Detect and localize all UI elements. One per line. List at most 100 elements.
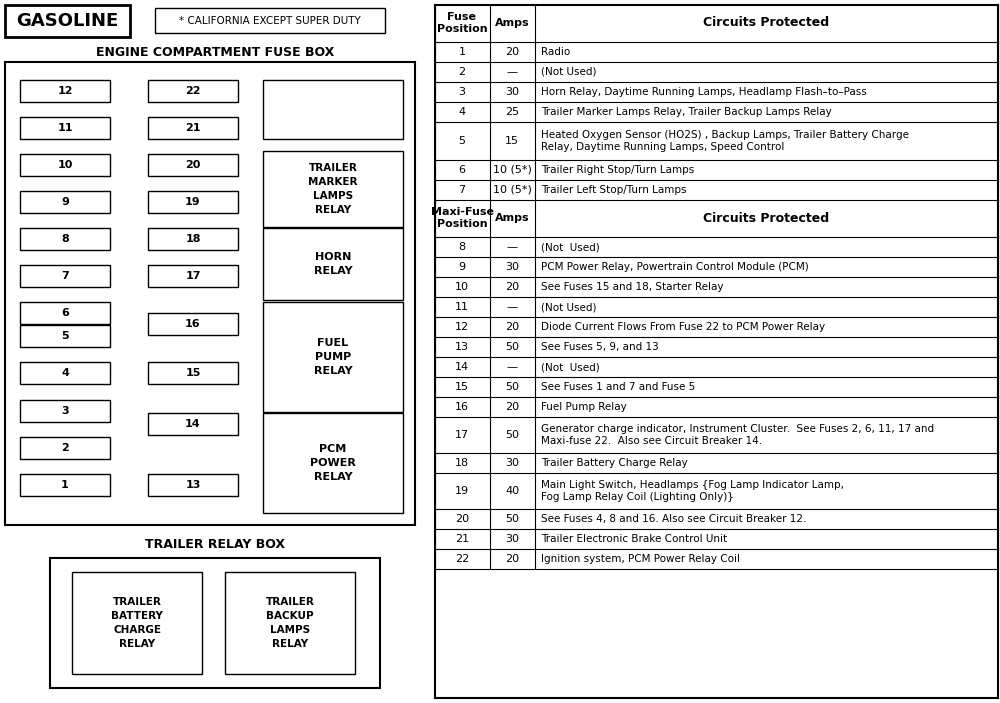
Text: 8: 8: [458, 242, 466, 252]
Bar: [155, 8, 385, 33]
Text: 10 (5*): 10 (5*): [493, 185, 531, 195]
Text: (Not Used): (Not Used): [541, 302, 596, 312]
Bar: [225, 572, 355, 674]
Text: 9: 9: [61, 197, 69, 207]
Text: See Fuses 1 and 7 and Fuse 5: See Fuses 1 and 7 and Fuse 5: [541, 382, 695, 392]
Text: 7: 7: [61, 271, 69, 281]
Text: 21: 21: [185, 123, 201, 133]
Text: 15: 15: [505, 136, 519, 146]
Bar: [20, 400, 110, 422]
Bar: [148, 80, 238, 102]
Text: 30: 30: [505, 262, 519, 272]
Text: 1: 1: [458, 47, 466, 57]
Text: 2: 2: [458, 67, 466, 77]
Text: 12: 12: [57, 86, 73, 96]
Text: 20: 20: [505, 554, 519, 564]
Text: 13: 13: [185, 480, 201, 490]
Text: 19: 19: [185, 197, 201, 207]
Text: 5: 5: [458, 136, 466, 146]
Text: Diode Current Flows From Fuse 22 to PCM Power Relay: Diode Current Flows From Fuse 22 to PCM …: [541, 322, 825, 332]
Text: 16: 16: [455, 402, 469, 412]
Text: 1: 1: [61, 480, 69, 490]
Text: 17: 17: [185, 271, 201, 281]
Text: 15: 15: [185, 368, 201, 378]
Text: Trailer Battery Charge Relay: Trailer Battery Charge Relay: [541, 458, 688, 468]
Text: 4: 4: [458, 107, 466, 117]
Text: 20: 20: [455, 514, 469, 524]
Text: See Fuses 15 and 18, Starter Relay: See Fuses 15 and 18, Starter Relay: [541, 282, 724, 292]
Bar: [263, 151, 403, 227]
Text: (Not  Used): (Not Used): [541, 362, 600, 372]
Text: 50: 50: [505, 342, 519, 352]
Bar: [20, 228, 110, 250]
Text: 5: 5: [61, 331, 69, 341]
Text: FUEL
PUMP
RELAY: FUEL PUMP RELAY: [314, 338, 352, 376]
Text: Fuel Pump Relay: Fuel Pump Relay: [541, 402, 627, 412]
Bar: [20, 154, 110, 176]
Text: 25: 25: [505, 107, 519, 117]
Bar: [20, 362, 110, 384]
Text: 9: 9: [458, 262, 466, 272]
Bar: [148, 362, 238, 384]
Text: (Not Used): (Not Used): [541, 67, 596, 77]
Text: Trailer Electronic Brake Control Unit: Trailer Electronic Brake Control Unit: [541, 534, 727, 544]
Text: Ignition system, PCM Power Relay Coil: Ignition system, PCM Power Relay Coil: [541, 554, 740, 564]
Text: * CALIFORNIA EXCEPT SUPER DUTY: * CALIFORNIA EXCEPT SUPER DUTY: [179, 16, 361, 26]
Text: 30: 30: [505, 87, 519, 97]
Text: 8: 8: [61, 234, 69, 244]
Bar: [263, 80, 403, 139]
Text: Amps: Amps: [495, 18, 529, 28]
Text: 15: 15: [455, 382, 469, 392]
Text: TRAILER RELAY BOX: TRAILER RELAY BOX: [145, 538, 285, 551]
Bar: [148, 117, 238, 139]
Bar: [20, 437, 110, 459]
Text: Trailer Left Stop/Turn Lamps: Trailer Left Stop/Turn Lamps: [541, 185, 686, 195]
Text: PCM Power Relay, Powertrain Control Module (PCM): PCM Power Relay, Powertrain Control Modu…: [541, 262, 809, 272]
Text: 7: 7: [458, 185, 466, 195]
Text: Radio: Radio: [541, 47, 570, 57]
Bar: [148, 265, 238, 287]
Text: 10: 10: [455, 282, 469, 292]
Bar: [20, 191, 110, 213]
Text: 2: 2: [61, 443, 69, 453]
Text: Main Light Switch, Headlamps {Fog Lamp Indicator Lamp,
Fog Lamp Relay Coil (Ligh: Main Light Switch, Headlamps {Fog Lamp I…: [541, 480, 844, 502]
Text: Fuse
Position: Fuse Position: [437, 12, 487, 34]
Text: 18: 18: [455, 458, 469, 468]
Text: 13: 13: [455, 342, 469, 352]
Text: 30: 30: [505, 534, 519, 544]
Text: 11: 11: [57, 123, 73, 133]
Text: HORN
RELAY: HORN RELAY: [314, 252, 352, 276]
Text: 50: 50: [505, 514, 519, 524]
Bar: [50, 558, 380, 688]
Text: Generator charge indicator, Instrument Cluster.  See Fuses 2, 6, 11, 17 and
Maxi: Generator charge indicator, Instrument C…: [541, 424, 934, 446]
Bar: [263, 302, 403, 412]
Text: 19: 19: [455, 486, 469, 496]
Text: 40: 40: [505, 486, 519, 496]
Text: 3: 3: [458, 87, 466, 97]
Text: TRAILER
BATTERY
CHARGE
RELAY: TRAILER BATTERY CHARGE RELAY: [111, 597, 163, 649]
Text: 14: 14: [185, 419, 201, 429]
Text: 16: 16: [185, 319, 201, 329]
Text: —: —: [506, 67, 518, 77]
Text: Amps: Amps: [495, 213, 529, 223]
Bar: [148, 228, 238, 250]
Text: 10: 10: [57, 160, 73, 170]
Text: Heated Oxygen Sensor (HO2S) , Backup Lamps, Trailer Battery Charge
Relay, Daytim: Heated Oxygen Sensor (HO2S) , Backup Lam…: [541, 130, 909, 152]
Text: 20: 20: [505, 282, 519, 292]
Text: Trailer Right Stop/Turn Lamps: Trailer Right Stop/Turn Lamps: [541, 165, 694, 175]
Text: 18: 18: [185, 234, 201, 244]
Bar: [148, 413, 238, 435]
Text: 50: 50: [505, 382, 519, 392]
Bar: [263, 228, 403, 300]
Bar: [148, 191, 238, 213]
Text: TRAILER
BACKUP
LAMPS
RELAY: TRAILER BACKUP LAMPS RELAY: [266, 597, 314, 649]
Text: 6: 6: [61, 308, 69, 318]
Bar: [148, 313, 238, 335]
Text: 22: 22: [185, 86, 201, 96]
Text: PCM
POWER
RELAY: PCM POWER RELAY: [310, 444, 356, 482]
Text: 50: 50: [505, 430, 519, 440]
Bar: [5, 5, 130, 37]
Text: 17: 17: [455, 430, 469, 440]
Bar: [72, 572, 202, 674]
Bar: [20, 117, 110, 139]
